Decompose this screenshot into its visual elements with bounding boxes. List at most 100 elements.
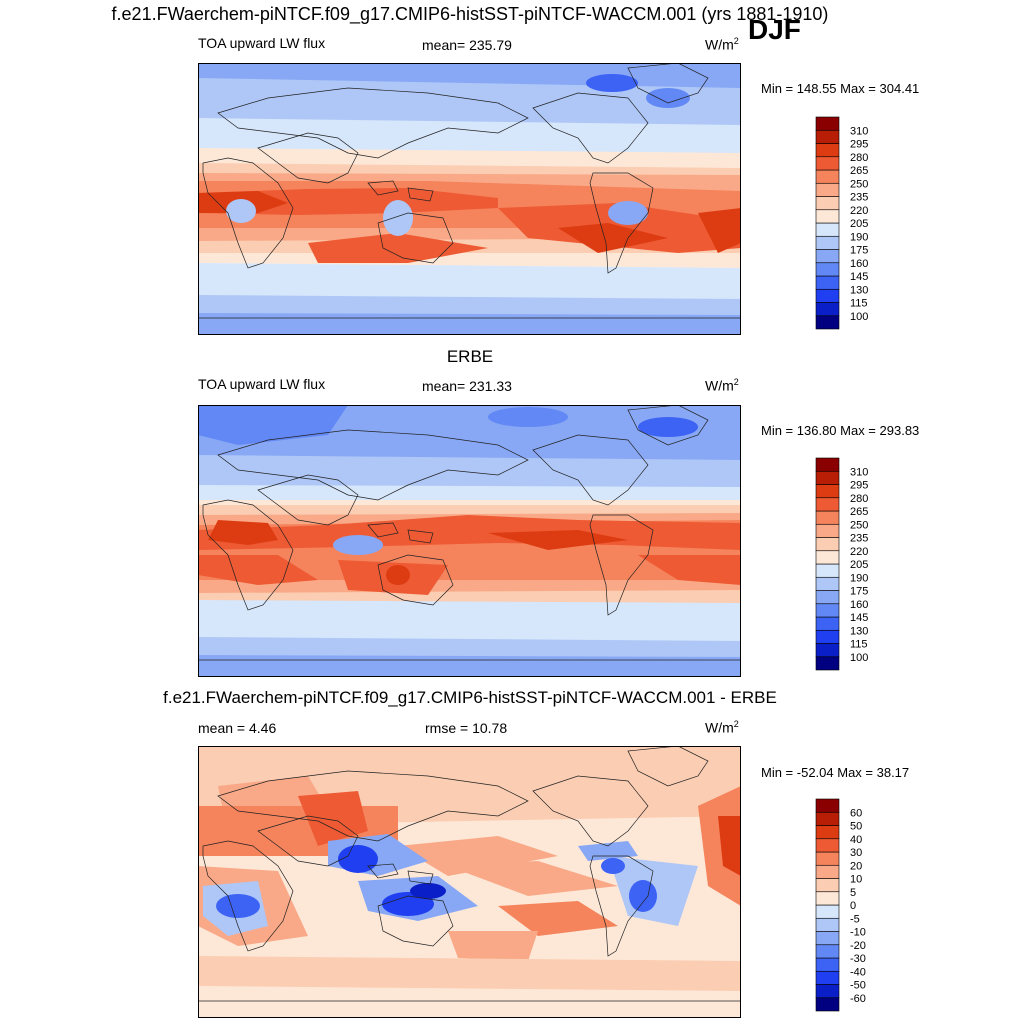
coastline — [257, 474, 359, 526]
colorbar-swatch — [815, 550, 840, 565]
colorbar-tick-label: 295 — [850, 480, 868, 492]
colorbar-swatch — [815, 302, 840, 317]
colorbar-swatch — [815, 315, 840, 330]
coastline — [407, 529, 434, 544]
contour-band — [448, 931, 538, 961]
panel3-title: f.e21.FWaerchem-piNTCF.f09_g17.CMIP6-his… — [163, 688, 777, 707]
colorbar-swatch — [815, 864, 840, 879]
colorbar-swatch — [815, 262, 840, 277]
contour-band — [198, 555, 318, 585]
panel3-mean-label: mean = 4.46 — [198, 720, 277, 736]
panel1-field-label: TOA upward LW flux — [198, 35, 326, 51]
colorbar-tick-label: -40 — [850, 966, 866, 978]
colorbar-tick-label: 130 — [850, 625, 868, 637]
contour-band — [198, 986, 741, 1018]
colorbar-tick-label: 30 — [850, 847, 862, 859]
colorbar-tick-label: 265 — [850, 506, 868, 518]
coastline — [532, 92, 649, 164]
panel2-title: ERBE — [446, 347, 494, 366]
colorbar-tick-label: -60 — [850, 993, 866, 1005]
colorbar-swatch — [815, 798, 840, 813]
contour-blob — [629, 880, 657, 912]
coastline — [589, 855, 654, 957]
colorbar-tick-label: 0 — [850, 900, 856, 912]
season-label: DJF — [748, 14, 801, 45]
contour-field — [198, 746, 741, 1018]
colorbar-swatch — [815, 510, 840, 525]
colorbar-swatch — [815, 288, 840, 303]
contour-band — [208, 520, 278, 545]
panel2-map — [198, 405, 741, 677]
colorbar-tick-label: 115 — [850, 298, 868, 310]
colorbar-tick-label: -20 — [850, 940, 866, 952]
colorbar-swatch — [815, 470, 840, 485]
panel3-units: W/m2 — [705, 719, 739, 736]
contour-band — [448, 861, 618, 896]
colorbar-swatch — [815, 984, 840, 999]
contour-band — [198, 313, 741, 335]
colorbar-tick-label: 130 — [850, 284, 868, 296]
colorbar-tick-label: 310 — [850, 125, 868, 137]
colorbar-tick-label: 280 — [850, 152, 868, 164]
colorbar-swatch — [815, 825, 840, 840]
contour-band — [698, 208, 741, 253]
colorbar-swatch — [815, 944, 840, 959]
colorbar-swatch — [815, 616, 840, 631]
colorbar-tick-label: 235 — [850, 192, 868, 204]
contour-band — [638, 555, 741, 585]
colorbar-swatch — [815, 811, 840, 826]
colorbar-tick-label: 175 — [850, 245, 868, 257]
panel1-minmax: Min = 148.55 Max = 304.41 — [761, 81, 920, 96]
colorbar-tick-label: -50 — [850, 980, 866, 992]
contour-band — [498, 901, 618, 936]
contour-blob — [601, 858, 625, 874]
contour-band — [198, 956, 741, 991]
coastline — [202, 157, 294, 269]
colorbar-swatch — [815, 878, 840, 893]
coastline — [377, 212, 454, 264]
colorbar-swatch — [815, 275, 840, 290]
contour-blob — [216, 894, 260, 918]
colorbar-swatch — [815, 196, 840, 211]
coastline — [407, 870, 434, 885]
contour-blob — [386, 565, 410, 585]
coastline — [367, 522, 399, 538]
contour-blob — [383, 200, 413, 236]
colorbar-swatch — [815, 497, 840, 512]
colorbar-swatch — [815, 537, 840, 552]
contour-band — [198, 655, 741, 677]
contour-band — [718, 816, 741, 876]
colorbar-swatch — [815, 997, 840, 1012]
panel3-map — [198, 746, 741, 1018]
colorbar-swatch — [815, 643, 840, 658]
colorbar-tick-label: 145 — [850, 271, 868, 283]
colorbar-tick-label: 160 — [850, 599, 868, 611]
map-frame — [198, 405, 741, 677]
panel2-minmax: Min = 136.80 Max = 293.83 — [761, 423, 920, 438]
colorbar-swatch — [815, 222, 840, 237]
colorbar-swatch — [815, 143, 840, 158]
map-frame — [198, 746, 741, 1018]
colorbar-tick-label: 160 — [850, 258, 868, 270]
colorbar-tick-label: 310 — [850, 466, 868, 478]
contour-band — [198, 263, 741, 303]
coastline — [532, 775, 649, 847]
colorbar-swatch — [815, 603, 840, 618]
coastline — [377, 554, 454, 606]
map-frame — [198, 63, 741, 335]
colorbar-tick-label: -30 — [850, 953, 866, 965]
colorbar-swatch — [815, 563, 840, 578]
coastline — [589, 514, 654, 616]
coastline — [202, 499, 294, 611]
panel1-mean-label: mean= 235.79 — [422, 37, 512, 53]
contour-band — [308, 233, 488, 263]
coastline — [367, 180, 399, 196]
contour-blob — [226, 199, 256, 223]
colorbar-swatch — [815, 235, 840, 250]
colorbar-tick-label: 100 — [850, 652, 868, 664]
colorbar-tick-label: 100 — [850, 311, 868, 323]
coastlines — [198, 746, 741, 1002]
